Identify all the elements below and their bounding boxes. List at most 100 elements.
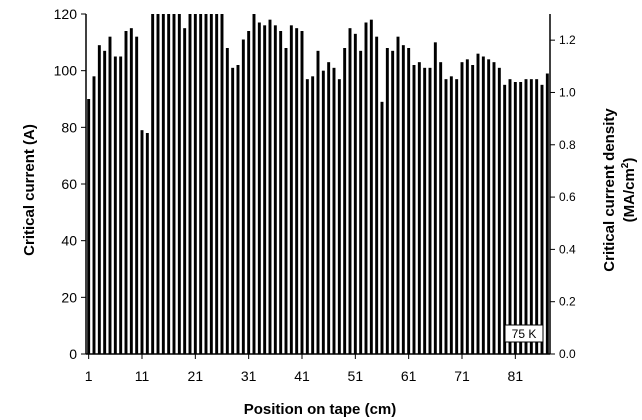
bar <box>177 14 181 354</box>
y-tick-label: 80 <box>61 119 77 135</box>
bar <box>380 101 384 354</box>
bar <box>519 82 523 354</box>
bar <box>428 67 432 354</box>
bar <box>513 82 517 354</box>
annotation-label: 75 K <box>512 327 537 341</box>
bar <box>220 14 224 354</box>
right-y-tick-label: 0.0 <box>559 347 576 361</box>
right-y-tick-label: 0.2 <box>559 295 576 309</box>
bar <box>529 79 533 355</box>
y-tick-label: 40 <box>61 233 77 249</box>
temperature-annotation: 75 K <box>504 324 544 343</box>
bar <box>423 67 427 354</box>
bar <box>188 14 192 354</box>
bar <box>108 36 112 355</box>
bar <box>236 65 240 354</box>
bar <box>444 79 448 355</box>
bar <box>503 84 507 354</box>
right-y-tick-label: 0.6 <box>559 190 576 204</box>
x-tick-label: 81 <box>508 368 524 384</box>
bar <box>87 99 91 354</box>
bar-series <box>87 14 549 355</box>
bar <box>151 14 155 354</box>
bar <box>252 14 256 354</box>
bar <box>540 84 544 354</box>
bar <box>321 70 325 355</box>
bar <box>225 48 229 354</box>
bar <box>465 59 469 354</box>
bar <box>316 50 320 354</box>
bar <box>396 36 400 355</box>
bar <box>492 62 496 355</box>
x-ticks: 1 11 21 31 41 51 61 71 81 <box>85 354 524 384</box>
x-tick-label: 11 <box>135 368 150 384</box>
left-y-ticks: 0 20 40 60 80 100 120 <box>54 6 86 362</box>
bar <box>353 33 357 354</box>
right-y-tick-label: 0.8 <box>559 138 576 152</box>
bar <box>215 14 219 354</box>
bar <box>385 48 389 354</box>
bar <box>145 133 149 354</box>
bar <box>524 79 528 355</box>
bar <box>129 28 133 354</box>
bar <box>289 25 293 355</box>
bar <box>481 56 485 354</box>
y-tick-label: 20 <box>61 289 77 305</box>
bar <box>193 14 197 354</box>
bar <box>375 36 379 355</box>
bar <box>545 73 549 354</box>
bar <box>279 31 283 354</box>
bar <box>348 28 352 354</box>
bar <box>124 31 128 354</box>
bar <box>337 79 341 355</box>
bar <box>92 76 96 354</box>
bar <box>172 14 176 354</box>
x-tick-label: 61 <box>401 368 417 384</box>
bar <box>311 76 315 354</box>
y-axis-title: Critical current (A) <box>21 124 38 256</box>
bar <box>359 50 363 354</box>
y-tick-label: 0 <box>69 346 77 362</box>
bar <box>209 14 213 354</box>
bar <box>140 130 144 354</box>
right-y-tick-label: 0.4 <box>559 242 576 256</box>
bar <box>97 45 101 355</box>
bar <box>257 22 261 354</box>
y-tick-label: 120 <box>54 6 78 22</box>
bar <box>305 79 309 355</box>
bar <box>161 14 165 354</box>
right-y-tick-label: 1.2 <box>559 33 576 47</box>
right-y-unit-sup: 2 <box>620 162 631 168</box>
bar <box>268 19 272 354</box>
x-tick-label: 21 <box>188 368 204 384</box>
bar <box>247 31 251 354</box>
bar <box>497 67 501 354</box>
bar <box>113 56 117 354</box>
right-y-tick-label: 1.0 <box>559 85 576 99</box>
right-y-axis-title-line1: Critical current density <box>601 108 618 272</box>
x-tick-label: 31 <box>241 368 257 384</box>
bar <box>487 59 491 354</box>
bar <box>391 50 395 354</box>
bar <box>241 39 245 354</box>
bar <box>231 67 235 354</box>
bar <box>300 31 304 354</box>
bar <box>273 25 277 355</box>
right-y-unit: (MA/cm <box>621 168 638 222</box>
bar <box>535 79 539 355</box>
y-tick-label: 60 <box>61 176 77 192</box>
bar <box>204 14 208 354</box>
bar <box>295 28 299 354</box>
bar <box>343 48 347 354</box>
bar <box>327 62 331 355</box>
bar <box>433 42 437 354</box>
bar <box>471 65 475 354</box>
bar <box>449 76 453 354</box>
bar <box>183 28 187 354</box>
bar <box>412 65 416 354</box>
bar <box>199 14 203 354</box>
bar <box>167 14 171 354</box>
x-tick-label: 1 <box>85 368 93 384</box>
bar <box>103 50 107 354</box>
